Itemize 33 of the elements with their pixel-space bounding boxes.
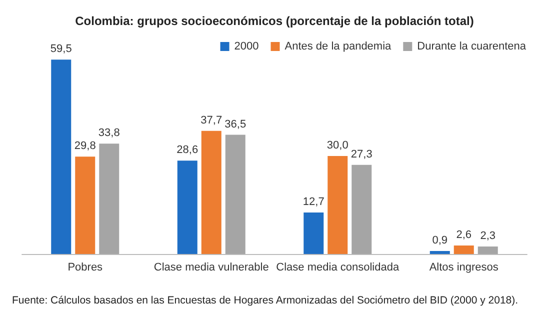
- x-tick-label: Altos ingresos: [429, 262, 499, 274]
- bar: [51, 60, 72, 254]
- data-label: 2,3: [480, 230, 496, 242]
- x-tick-label: Clase media consolidada: [276, 262, 400, 274]
- data-label: 0,9: [432, 234, 448, 247]
- data-label: 29,8: [74, 140, 96, 152]
- bar: [328, 156, 348, 254]
- bar: [304, 212, 324, 254]
- legend-label: 2000: [234, 40, 259, 52]
- chart-title: Colombia: grupos socioeconómicos (porcentaje de la población total): [75, 14, 474, 28]
- data-label: 28,6: [176, 144, 198, 156]
- data-label: 30,0: [326, 140, 348, 152]
- bar: [430, 251, 450, 254]
- bar: [75, 156, 96, 254]
- data-label: 2,6: [456, 229, 472, 242]
- bar: [99, 144, 120, 254]
- data-label: 36,5: [224, 118, 246, 130]
- bar: [201, 130, 222, 254]
- bar: [225, 134, 246, 254]
- x-tick-label: Pobres: [68, 262, 104, 274]
- data-label: 37,7: [200, 114, 222, 126]
- data-label: 27,3: [350, 148, 372, 160]
- data-label: 33,8: [98, 127, 120, 140]
- bar: [177, 160, 198, 254]
- data-label: 59,5: [50, 43, 72, 56]
- bar: [478, 246, 498, 254]
- x-tick-label: Clase media vulnerable: [154, 262, 269, 274]
- legend-label: Antes de la pandemia: [284, 40, 392, 52]
- bar: [352, 164, 372, 254]
- data-label: 12,7: [302, 196, 324, 208]
- bar: [454, 246, 474, 254]
- source-note: Fuente: Cálculos basados en las Encuestas de Hogares Armonizadas del Sociómetro del BID (2000 y 2018).: [12, 294, 518, 306]
- legend-label: Durante la cuarentena: [417, 40, 527, 52]
